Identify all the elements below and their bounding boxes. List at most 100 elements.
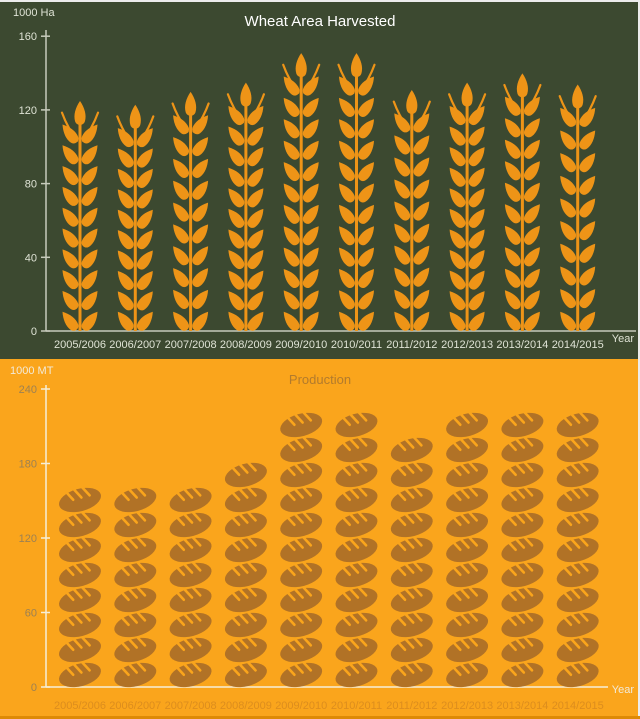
loaf-score-cut (523, 611, 534, 622)
bread-loaf-icon (501, 436, 544, 463)
loaf-body (501, 437, 544, 463)
loaf-score-cut (128, 513, 139, 524)
loaf-score-cut (191, 611, 202, 622)
wheat-grain-left (394, 289, 411, 309)
loaf-body (501, 562, 544, 588)
loaf-score-cut (302, 436, 313, 447)
loaf-body (390, 612, 433, 638)
loaf-score-cut (451, 415, 462, 427)
loaf-body (335, 487, 378, 513)
bread-loaf-icon (280, 586, 323, 613)
loaf-body (556, 412, 599, 438)
wheat-grain-left (62, 249, 79, 269)
loaf-body (224, 612, 267, 638)
loaf-body (224, 537, 267, 563)
bread-loaf-icon (224, 561, 267, 588)
wheat-grain-left (62, 145, 79, 165)
wheat-grain-left (504, 225, 521, 245)
wheat-grain-right (192, 311, 209, 331)
loaf-score-cut (459, 438, 470, 449)
loaf-score-cut (64, 665, 75, 677)
wheat-grain-right (523, 311, 540, 331)
loaf-score-cut (404, 513, 415, 524)
loaf-score-cut (404, 638, 415, 649)
x-category-label: 2006/2007 (109, 700, 161, 712)
wheat-grain-left (560, 311, 577, 331)
loaf-score-cut (64, 490, 75, 502)
loaf-body (556, 612, 599, 638)
wheat-grain-right (413, 135, 430, 155)
loaf-score-cut (451, 615, 462, 627)
x-category-label: 2010/2011 (331, 339, 382, 351)
wheat-grain-right (468, 250, 485, 270)
wheat-grain-right (302, 119, 319, 139)
wheat-stalk-icon (226, 82, 265, 331)
bread-loaf-icon (556, 586, 599, 613)
loaf-body (556, 487, 599, 513)
loaf-score-cut (341, 665, 352, 677)
wheat-grain-right (81, 270, 98, 290)
loaf-score-cut (175, 540, 186, 552)
loaf-score-cut (523, 436, 534, 447)
loaf-body (446, 637, 489, 663)
loaf-body (556, 537, 599, 563)
wheat-top-grain (129, 104, 141, 129)
wheat-stalk-icon (503, 73, 542, 331)
bread-loaf-icon (280, 636, 323, 663)
wheat-grain-left (62, 311, 79, 331)
wheat-grain-left (173, 180, 190, 200)
wheat-grain-left (283, 226, 300, 246)
loaf-score-cut (412, 586, 423, 597)
bread-loaf-icon (280, 436, 323, 463)
wheat-grain-left (173, 137, 190, 157)
x-category-label: 2013/2014 (496, 700, 548, 712)
bread-loaf-icon (556, 411, 599, 438)
loaf-score-cut (412, 561, 423, 572)
loaf-body (114, 612, 157, 638)
wheat-grain-right (579, 311, 596, 331)
bread-loaf-icon (390, 561, 433, 588)
loaf-body (280, 562, 323, 588)
y-tick-label: 40 (25, 252, 37, 264)
wheat-grain-right (468, 229, 485, 249)
loaf-score-cut (412, 436, 423, 447)
bread-loaf-icon (556, 636, 599, 663)
wheat-grain-right (413, 311, 430, 331)
loaf-body (59, 562, 101, 588)
bread-loaf-icon (335, 511, 378, 538)
wheat-grain-left (449, 229, 466, 249)
loaf-score-cut (357, 486, 368, 497)
loaf-score-cut (302, 511, 313, 522)
wheat-grain-right (358, 76, 375, 96)
wheat-grain-left (560, 243, 577, 263)
loaf-score-cut (562, 415, 573, 427)
loaf-score-cut (230, 640, 241, 652)
wheat-grain-right (136, 311, 153, 331)
loaf-score-cut (515, 513, 526, 524)
wheat-grain-left (504, 268, 521, 288)
loaf-body (446, 587, 489, 613)
x-category-label: 2007/2008 (165, 339, 217, 351)
bread-loaf-icon (335, 411, 378, 438)
wheat-grain-left (394, 223, 411, 243)
wheat-grain-right (523, 268, 540, 288)
loaf-score-cut (302, 536, 313, 547)
wheat-top-grain (350, 53, 363, 78)
wheat-stalk-icon (448, 82, 487, 331)
wheat-grain-right (192, 289, 209, 309)
loaf-score-cut (459, 413, 470, 424)
loaf-score-cut (128, 638, 139, 649)
wheat-grain-left (62, 270, 79, 290)
loaf-score-cut (246, 536, 257, 547)
wheat-grain-left (449, 188, 466, 208)
wheat-grain-left (173, 115, 190, 135)
bread-loaf-icon (390, 486, 433, 513)
bread-loaf-icon (446, 611, 489, 638)
wheat-grain-left (449, 106, 466, 126)
loaf-score-cut (570, 438, 581, 449)
wheat-grain-right (136, 128, 153, 148)
wheat-grain-left (338, 204, 355, 224)
wheat-grain-right (413, 245, 430, 265)
wheat-grain-right (358, 290, 375, 310)
wheat-grain-right (247, 291, 264, 311)
